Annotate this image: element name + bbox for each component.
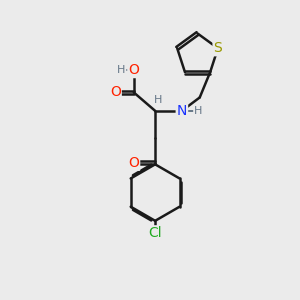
Text: O: O bbox=[110, 85, 121, 99]
Text: H: H bbox=[117, 65, 125, 75]
Text: O: O bbox=[128, 63, 139, 77]
Text: Cl: Cl bbox=[148, 226, 162, 240]
Text: O: O bbox=[128, 156, 139, 170]
Text: S: S bbox=[214, 41, 222, 55]
Text: H: H bbox=[154, 94, 162, 104]
Text: N: N bbox=[177, 104, 187, 118]
Text: H: H bbox=[194, 106, 202, 116]
